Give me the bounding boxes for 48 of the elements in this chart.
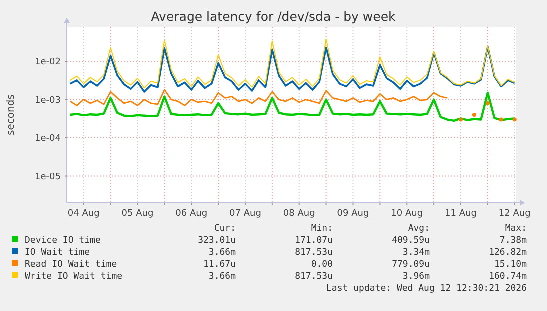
text: 126.82m <box>489 248 527 258</box>
x-tick-label: 11 Aug <box>445 209 477 219</box>
y-tick-label: 1e-04 <box>35 134 62 144</box>
x-tick-label: 04 Aug <box>68 209 100 219</box>
x-tick-label: 05 Aug <box>122 209 154 219</box>
text: 160.74m <box>489 272 527 282</box>
text: 15.10m <box>494 260 527 270</box>
x-tick-label: 12 Aug <box>498 209 531 219</box>
point <box>472 113 476 117</box>
point <box>499 118 504 122</box>
text: 7.38m <box>500 236 527 246</box>
text: 3.34m <box>402 248 430 258</box>
text: 3.66m <box>208 248 236 258</box>
text: Cur: <box>214 224 236 234</box>
point <box>458 118 463 122</box>
x-tick-label: 10 Aug <box>391 209 424 219</box>
text: 3.96m <box>402 272 430 282</box>
y-tick-label: 1e-03 <box>35 96 61 106</box>
text: 3.66m <box>208 272 236 282</box>
point <box>486 101 490 106</box>
text: Max: <box>505 224 527 234</box>
text: 409.59u <box>392 236 430 246</box>
x-tick-label: 06 Aug <box>176 209 208 219</box>
text: Last update: Wed Aug 12 12:30:21 2026 <box>326 284 527 294</box>
text: 11.67u <box>203 260 236 270</box>
text: 817.53u <box>295 248 333 258</box>
y-tick-label: 1e-05 <box>35 172 61 182</box>
text: 817.53u <box>295 272 333 282</box>
text: Avg: <box>408 224 430 234</box>
legend-label: IO Wait time <box>25 248 90 258</box>
x-tick-label: 08 Aug <box>283 209 316 219</box>
y-tick-label: 1e-02 <box>35 58 61 68</box>
line-series <box>70 38 516 89</box>
text: 171.07u <box>295 236 333 246</box>
chart-title: Average latency for /dev/sda - by week <box>151 9 397 24</box>
line-series <box>69 46 516 93</box>
text: 0.00 <box>311 260 333 270</box>
text: Min: <box>311 224 333 234</box>
legend-label: Write IO Wait time <box>25 272 123 282</box>
legend-label: Read IO Wait time <box>25 260 118 270</box>
x-tick-label: 09 Aug <box>337 209 370 219</box>
text: 779.09u <box>392 260 430 270</box>
y-axis-title: seconds <box>6 94 17 136</box>
line-series <box>69 92 516 122</box>
point <box>512 118 517 122</box>
text: 323.01u <box>198 236 236 246</box>
legend-label: Device IO time <box>25 236 101 246</box>
x-tick-label: 07 Aug <box>230 209 262 219</box>
